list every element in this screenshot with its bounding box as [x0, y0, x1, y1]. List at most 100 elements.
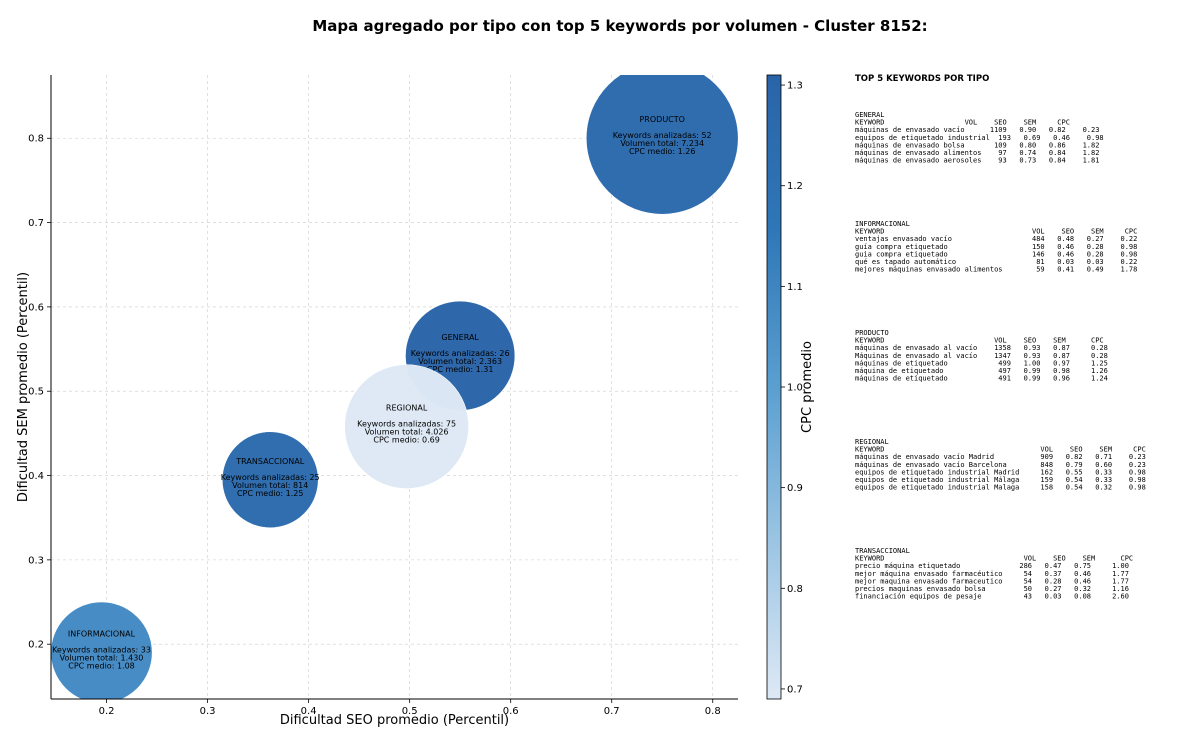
bubble-circle: [585, 75, 738, 215]
colorbar-tick-label: 1.3: [787, 81, 803, 92]
x-tick-label: 0.3: [200, 706, 216, 717]
bubble-circle: [344, 364, 469, 489]
bubble-label: CPC medio: 1.26: [629, 147, 696, 156]
bubble-label: INFORMACIONAL: [68, 630, 136, 639]
keyword-row: equipos de etiquetado industrial Málaga …: [855, 476, 1146, 484]
bubble-label: Keywords analizadas: 33: [52, 646, 151, 655]
keyword-row: máquinas de etiquetado 499 1.00 0.97 1.2…: [855, 359, 1108, 367]
keyword-row: máquinas de envasado al vacío 1358 0.93 …: [855, 344, 1108, 352]
colorbar-tick-label: 1.1: [787, 282, 803, 293]
group-header: KEYWORD VOL SEO SEM CPC: [855, 555, 1133, 563]
y-tick-label: 0.7: [28, 218, 44, 229]
x-axis-label: Dificultad SEO promedio (Percentil): [280, 713, 509, 728]
colorbar-tick-label: 0.9: [787, 483, 803, 494]
group-header: KEYWORD VOL SEO SEM CPC: [855, 119, 1070, 127]
bubble-label: Keywords analizadas: 25: [221, 473, 320, 482]
keyword-row: mejores máquinas envasado alimentos 59 0…: [855, 266, 1137, 274]
keyword-row: precios maquinas envasado bolsa 50 0.27 …: [855, 585, 1129, 593]
group-name: TRANSACCIONAL: [855, 547, 910, 555]
grid: [51, 75, 738, 699]
x-tick-label: 0.4: [301, 706, 317, 717]
bubble-circle: [221, 431, 319, 529]
keyword-row: equipos de etiquetado industrial Madrid …: [855, 468, 1146, 476]
bubble-label: Volumen total: 7.234: [620, 139, 704, 148]
bubble-label: Keywords analizadas: 52: [613, 131, 712, 140]
keyword-row: máquinas de envasado aerosoles 93 0.73 0…: [855, 157, 1099, 165]
colorbar-tick-label: 0.8: [787, 584, 803, 595]
bubble-label: Volumen total: 4.026: [365, 428, 449, 437]
keyword-row: guía compra etiquetado 150 0.46 0.28 0.9…: [855, 243, 1137, 251]
keyword-row: máquinas de envasado vacío Barcelona 848…: [855, 461, 1146, 469]
keyword-row: máquinas de envasado alimentos 97 0.74 0…: [855, 149, 1099, 157]
y-tick-label: 0.4: [28, 471, 44, 482]
bubble-transaccional: TRANSACCIONAL Keywords analizadas: 25Volu…: [221, 431, 320, 529]
bubble-label: Volumen total: 1.430: [60, 654, 144, 663]
bubble-label: PRODUCTO: [639, 115, 684, 124]
bubble-label: Volumen total: 814: [232, 481, 308, 490]
group-name: PRODUCTO: [855, 329, 889, 337]
group-header: KEYWORD VOL SEO SEM CPC: [855, 446, 1146, 454]
group-name: GENERAL: [855, 111, 885, 119]
keyword-row: máquinas de envasado vacío Madrid 909 0.…: [855, 453, 1146, 461]
colorbar-tick-label: 1.2: [787, 181, 803, 192]
bubble-label: GENERAL: [441, 333, 479, 342]
colorbar-gradient: [766, 74, 782, 700]
keyword-row: máquinas de etiquetado 491 0.99 0.96 1.2…: [855, 375, 1108, 383]
group-name: INFORMACIONAL: [855, 220, 910, 228]
keyword-row: financiación equipos de pesaje 43 0.03 0…: [855, 593, 1129, 601]
bubble-label: TRANSACCIONAL: [235, 457, 304, 466]
ticks: 0.2 0.3 0.4 0.5 0.6 0.7 0.8 0.2 0.3 0.4 0.5 0.6 0.7 0…: [28, 134, 721, 717]
group-header: KEYWORD VOL SEO SEM CPC: [855, 337, 1104, 345]
y-tick-label: 0.3: [28, 555, 44, 566]
bubble-label: CPC medio: 1.31: [427, 365, 494, 374]
y-tick-label: 0.6: [28, 302, 44, 313]
axes: [50, 75, 738, 700]
keyword-row: mejor maquina envasado farmaceutico 54 0…: [855, 577, 1129, 585]
bubble-label: Keywords analizadas: 26: [411, 349, 510, 358]
bubble-label: CPC medio: 1.08: [68, 662, 135, 671]
group-name: REGIONAL: [855, 438, 889, 446]
keyword-row: máquinas de envasado bolsa 109 0.80 0.86…: [855, 141, 1099, 149]
bubble-label: REGIONAL: [386, 404, 428, 413]
bubble-circle: [51, 601, 153, 699]
keyword-row: ventajas envasado vacío 484 0.48 0.27 0.…: [855, 235, 1137, 243]
keyword-row: guia compra etiquetado 146 0.46 0.28 0.9…: [855, 250, 1137, 258]
y-axis-label: Dificultad SEM promedio (Percentil): [16, 272, 31, 502]
bubble-label: Volumen total: 2.363: [418, 357, 502, 366]
x-tick-label: 0.8: [705, 706, 721, 717]
y-tick-label: 0.8: [28, 134, 44, 145]
keyword-row: qué es tapado automático 81 0.03 0.03 0.…: [855, 258, 1137, 266]
x-tick-label: 0.5: [402, 706, 418, 717]
keyword-row: mejor máquina envasado farmacéutico 54 0…: [855, 570, 1129, 578]
bubble-informacional: INFORMACIONAL Keywords analizadas: 33Volu…: [51, 601, 153, 699]
bubble-label: CPC medio: 0.69: [373, 436, 440, 445]
group-header: KEYWORD VOL SEO SEM CPC: [855, 228, 1137, 236]
keyword-row: máquina de etiquetado 497 0.99 0.98 1.26: [855, 367, 1108, 375]
keyword-row: Máquinas de envasado al vacío 1347 0.93 …: [855, 352, 1108, 360]
bubble-label: CPC medio: 1.25: [237, 489, 304, 498]
x-tick-label: 0.6: [503, 706, 519, 717]
panel-title: TOP 5 KEYWORDS POR TIPO: [855, 74, 989, 84]
bubble-label: Keywords analizadas: 75: [357, 420, 456, 429]
keyword-row: máquinas de envasado vacío 1109 0.90 0.8…: [855, 126, 1099, 134]
chart-title: Mapa agregado por tipo con top 5 keyword…: [312, 17, 927, 35]
y-tick-label: 0.5: [28, 387, 44, 398]
keyword-row: precio máquina etiquetado 286 0.47 0.75 …: [855, 562, 1129, 570]
colorbar-tick-label: 1.0: [787, 383, 803, 394]
keyword-row: equipos de etiquetado industrial 193 0.6…: [855, 134, 1104, 142]
x-tick-label: 0.7: [604, 706, 620, 717]
x-tick-label: 0.2: [99, 706, 115, 717]
colorbar: 0.7 0.8 0.9 1.0 1.1 1.2 1.3 CPC promedio: [766, 74, 815, 700]
colorbar-label: CPC promedio: [800, 341, 815, 433]
y-tick-label: 0.2: [28, 640, 44, 651]
